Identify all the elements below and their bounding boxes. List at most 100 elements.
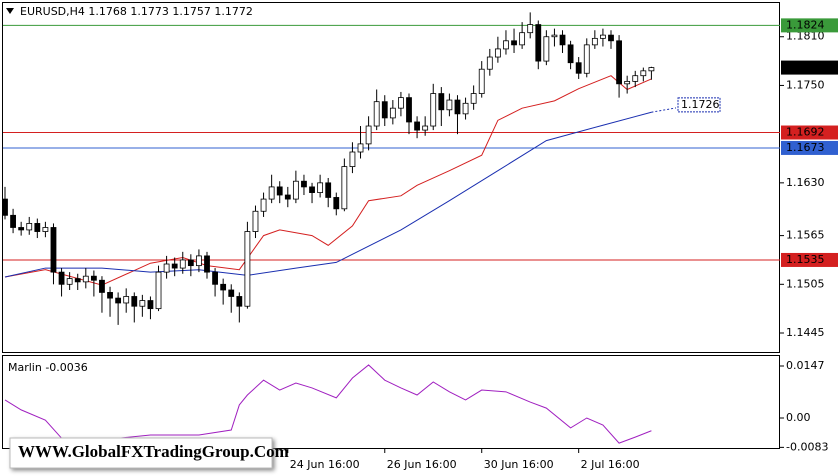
y-tick-label: 1.1630: [786, 176, 825, 189]
candle-body: [147, 300, 154, 310]
candle-body: [519, 32, 526, 46]
level-label-box: [781, 140, 838, 155]
candle-body: [260, 198, 267, 212]
candle-body: [268, 186, 275, 200]
moving-average: [4, 111, 652, 278]
candle-body: [99, 279, 105, 293]
candle-body: [252, 210, 259, 232]
candle-body: [236, 296, 243, 307]
candle-body: [551, 34, 558, 38]
candle-body: [575, 62, 582, 74]
candle-body: [430, 93, 437, 127]
candle-body: [196, 255, 202, 267]
candle-body: [422, 125, 429, 131]
candle-body: [341, 166, 348, 210]
candle-body: [511, 40, 517, 46]
candle-body: [600, 34, 606, 39]
candle-body: [503, 40, 509, 50]
y-tick-label: 1.1505: [786, 277, 825, 290]
candle-body: [333, 197, 340, 210]
candle-body: [244, 231, 251, 307]
candle-body: [632, 75, 639, 82]
candle-body: [284, 194, 291, 200]
main-pane: [2, 2, 780, 353]
candle-body: [90, 275, 97, 281]
candle-body: [381, 101, 388, 119]
candle-body: [648, 67, 655, 72]
indicator-title: Marlin -0.0036: [8, 361, 88, 374]
candle-body: [26, 223, 33, 231]
candle-body: [454, 99, 461, 115]
candle-body: [357, 143, 364, 153]
candle-body: [446, 99, 453, 111]
candle-body: [543, 36, 550, 62]
level-label: 1.1824: [786, 18, 825, 31]
moving-average: [4, 75, 652, 286]
candle-body: [2, 198, 8, 216]
candle-body: [438, 93, 445, 111]
candle-body: [292, 180, 299, 200]
watermark: WWW.GlobalFXTradingGroup.Com: [18, 442, 289, 461]
candle-body: [34, 223, 41, 232]
level-label: 1.1535: [786, 253, 825, 266]
candle-body: [10, 214, 16, 228]
candle-body: [389, 107, 396, 119]
current-price-box: [781, 60, 838, 75]
candle-body: [624, 80, 631, 85]
candle-body: [325, 182, 332, 198]
end-label-box: [677, 97, 721, 113]
candle-body: [204, 255, 210, 273]
candle-body: [486, 56, 493, 70]
end-label-leader: [651, 107, 677, 113]
candle-body: [276, 186, 283, 196]
candle-body: [82, 275, 89, 283]
candle-body: [66, 278, 73, 285]
candle-body: [139, 300, 146, 307]
x-tick-label: 26 Jun 16:00: [387, 458, 457, 471]
y-tick-label: 1.1810: [786, 30, 825, 43]
y-tick-label: -0.0083: [786, 440, 828, 453]
candle-body: [616, 40, 622, 85]
y-tick-label: 0.00: [786, 411, 811, 424]
candle-body: [187, 259, 194, 267]
y-tick-label: 0.0147: [786, 359, 825, 372]
candle-body: [163, 263, 170, 273]
x-tick-label: 30 Jun 16:00: [484, 458, 554, 471]
candle-body: [494, 48, 501, 58]
candle-body: [228, 289, 235, 297]
candle-body: [373, 101, 380, 127]
candle-body: [74, 278, 81, 283]
candle-body: [50, 227, 57, 273]
menu-triangle: [6, 8, 14, 14]
current-price-label: 1.1772: [786, 61, 825, 74]
candle-body: [155, 271, 162, 310]
candle-body: [18, 227, 25, 231]
candle-body: [462, 102, 469, 115]
candle-body: [301, 180, 307, 188]
candle-body: [171, 263, 178, 269]
y-tick-label: 1.1750: [786, 78, 825, 91]
candle-body: [58, 271, 65, 285]
level-label-box: [781, 125, 838, 140]
y-tick-label: 1.1445: [786, 326, 825, 339]
candle-body: [123, 296, 130, 304]
candle-body: [179, 259, 186, 269]
candle-body: [527, 24, 534, 34]
x-tick-label: 24 Jun 16:00: [290, 458, 360, 471]
candle-body: [131, 296, 138, 307]
candle-body: [107, 292, 113, 299]
level-label-box: [781, 18, 838, 33]
level-label: 1.1692: [786, 126, 825, 139]
candle-body: [535, 24, 542, 62]
candle-body: [42, 227, 49, 232]
watermark-box: [9, 437, 273, 469]
candle-body: [365, 125, 372, 145]
candle-body: [414, 121, 420, 131]
candle-body: [470, 93, 477, 104]
candle-body: [398, 97, 404, 109]
candle-body: [115, 297, 122, 304]
candle-body: [309, 186, 315, 193]
